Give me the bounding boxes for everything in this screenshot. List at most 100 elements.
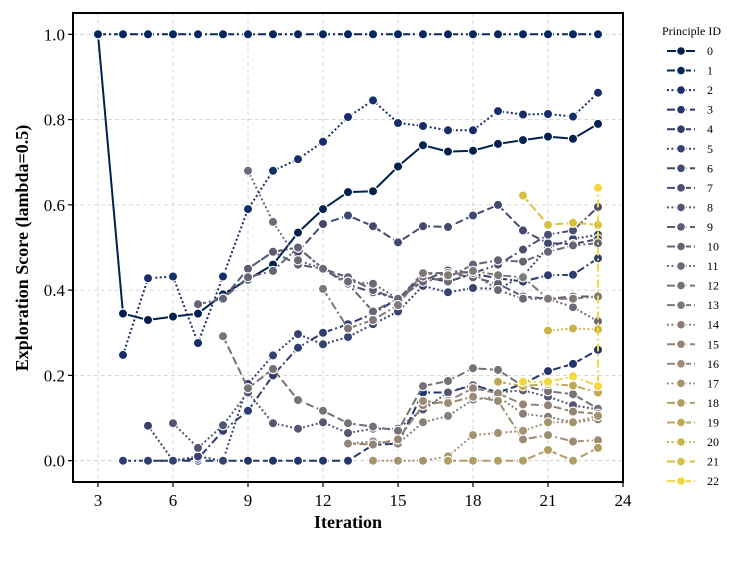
data-point: [417, 380, 429, 392]
data-point: [292, 423, 304, 434]
data-point: [117, 308, 129, 319]
legend-marker: [675, 319, 686, 330]
y-tick-label: 1.0: [44, 25, 65, 44]
x-tick-label: 18: [465, 491, 482, 510]
legend-label: 8: [707, 200, 713, 214]
data-point: [342, 29, 354, 40]
legend-marker: [675, 202, 686, 213]
data-point: [517, 293, 529, 304]
data-point: [567, 371, 579, 382]
data-point: [167, 29, 179, 40]
data-point: [142, 455, 154, 466]
legend-marker: [675, 124, 686, 135]
data-point: [567, 406, 579, 417]
legend-item-2: 2: [667, 83, 713, 97]
data-point: [442, 397, 454, 409]
data-point: [542, 108, 554, 120]
data-point: [517, 256, 529, 267]
data-point: [567, 293, 579, 304]
data-point: [467, 125, 479, 136]
data-point: [267, 363, 279, 375]
data-point: [192, 299, 204, 310]
data-point: [267, 29, 279, 40]
data-point: [467, 455, 479, 466]
y-tick-label: 0.4: [44, 281, 66, 300]
data-point: [542, 246, 554, 257]
data-point: [517, 109, 529, 120]
legend-item-12: 12: [667, 279, 719, 293]
data-point: [117, 349, 129, 361]
data-point: [267, 418, 279, 429]
series-line-15: [347, 387, 599, 446]
data-point: [417, 267, 429, 279]
legend-label: 15: [707, 337, 719, 351]
x-axis-label: Iteration: [314, 512, 382, 532]
y-axis-label: Exploration Score (lambda=0.5): [12, 125, 33, 371]
data-point: [442, 387, 454, 398]
data-point: [292, 328, 304, 340]
data-point: [317, 29, 329, 40]
data-point: [317, 327, 329, 338]
data-point: [567, 323, 579, 334]
data-point: [567, 217, 579, 228]
data-point: [542, 237, 554, 249]
data-point: [92, 29, 104, 40]
data-point: [317, 455, 329, 466]
legend-marker: [675, 65, 686, 76]
legend-marker: [675, 476, 686, 487]
series-18: [442, 442, 604, 466]
data-point: [442, 455, 454, 466]
legend-item-13: 13: [667, 298, 719, 312]
legend-item-4: 4: [667, 122, 713, 136]
data-point: [442, 146, 454, 157]
data-point: [517, 408, 529, 419]
legend-label: 20: [707, 435, 719, 449]
data-point: [592, 442, 604, 454]
legend-label: 11: [707, 259, 719, 273]
data-point: [492, 284, 504, 296]
data-point: [342, 111, 354, 123]
data-point: [117, 29, 129, 40]
data-point: [492, 138, 504, 150]
data-point: [217, 271, 229, 282]
data-point: [367, 421, 379, 432]
data-point: [342, 323, 354, 334]
data-point: [517, 225, 529, 236]
data-point: [242, 203, 254, 215]
data-point: [242, 455, 254, 466]
legend-label: 5: [707, 142, 713, 156]
data-point: [192, 308, 204, 319]
legend-marker: [675, 163, 686, 174]
data-point: [592, 182, 604, 193]
grid: [73, 13, 624, 482]
legend-label: 14: [707, 318, 719, 332]
data-point: [567, 302, 579, 313]
data-point: [492, 270, 504, 281]
data-point: [417, 120, 429, 132]
legend-label: 6: [707, 161, 713, 175]
data-point: [442, 29, 454, 40]
data-point: [342, 331, 354, 343]
data-point: [542, 131, 554, 142]
data-point: [367, 185, 379, 197]
data-point: [392, 29, 404, 40]
data-point: [542, 376, 554, 387]
data-point: [342, 427, 354, 439]
series-line-11: [247, 170, 599, 323]
data-point: [467, 391, 479, 402]
legend-label: 3: [707, 103, 713, 117]
data-point: [492, 105, 504, 117]
data-point: [342, 455, 354, 466]
data-point: [217, 331, 229, 342]
data-point: [292, 455, 304, 466]
legend-label: 7: [707, 181, 713, 195]
legend-marker: [675, 378, 686, 389]
x-tick-label: 21: [540, 491, 557, 510]
data-point: [342, 418, 354, 429]
x-tick-label: 24: [615, 491, 633, 510]
data-point: [367, 29, 379, 40]
data-point: [567, 29, 579, 40]
data-point: [317, 218, 329, 230]
legend-item-22: 22: [667, 474, 719, 488]
data-point: [167, 455, 179, 466]
